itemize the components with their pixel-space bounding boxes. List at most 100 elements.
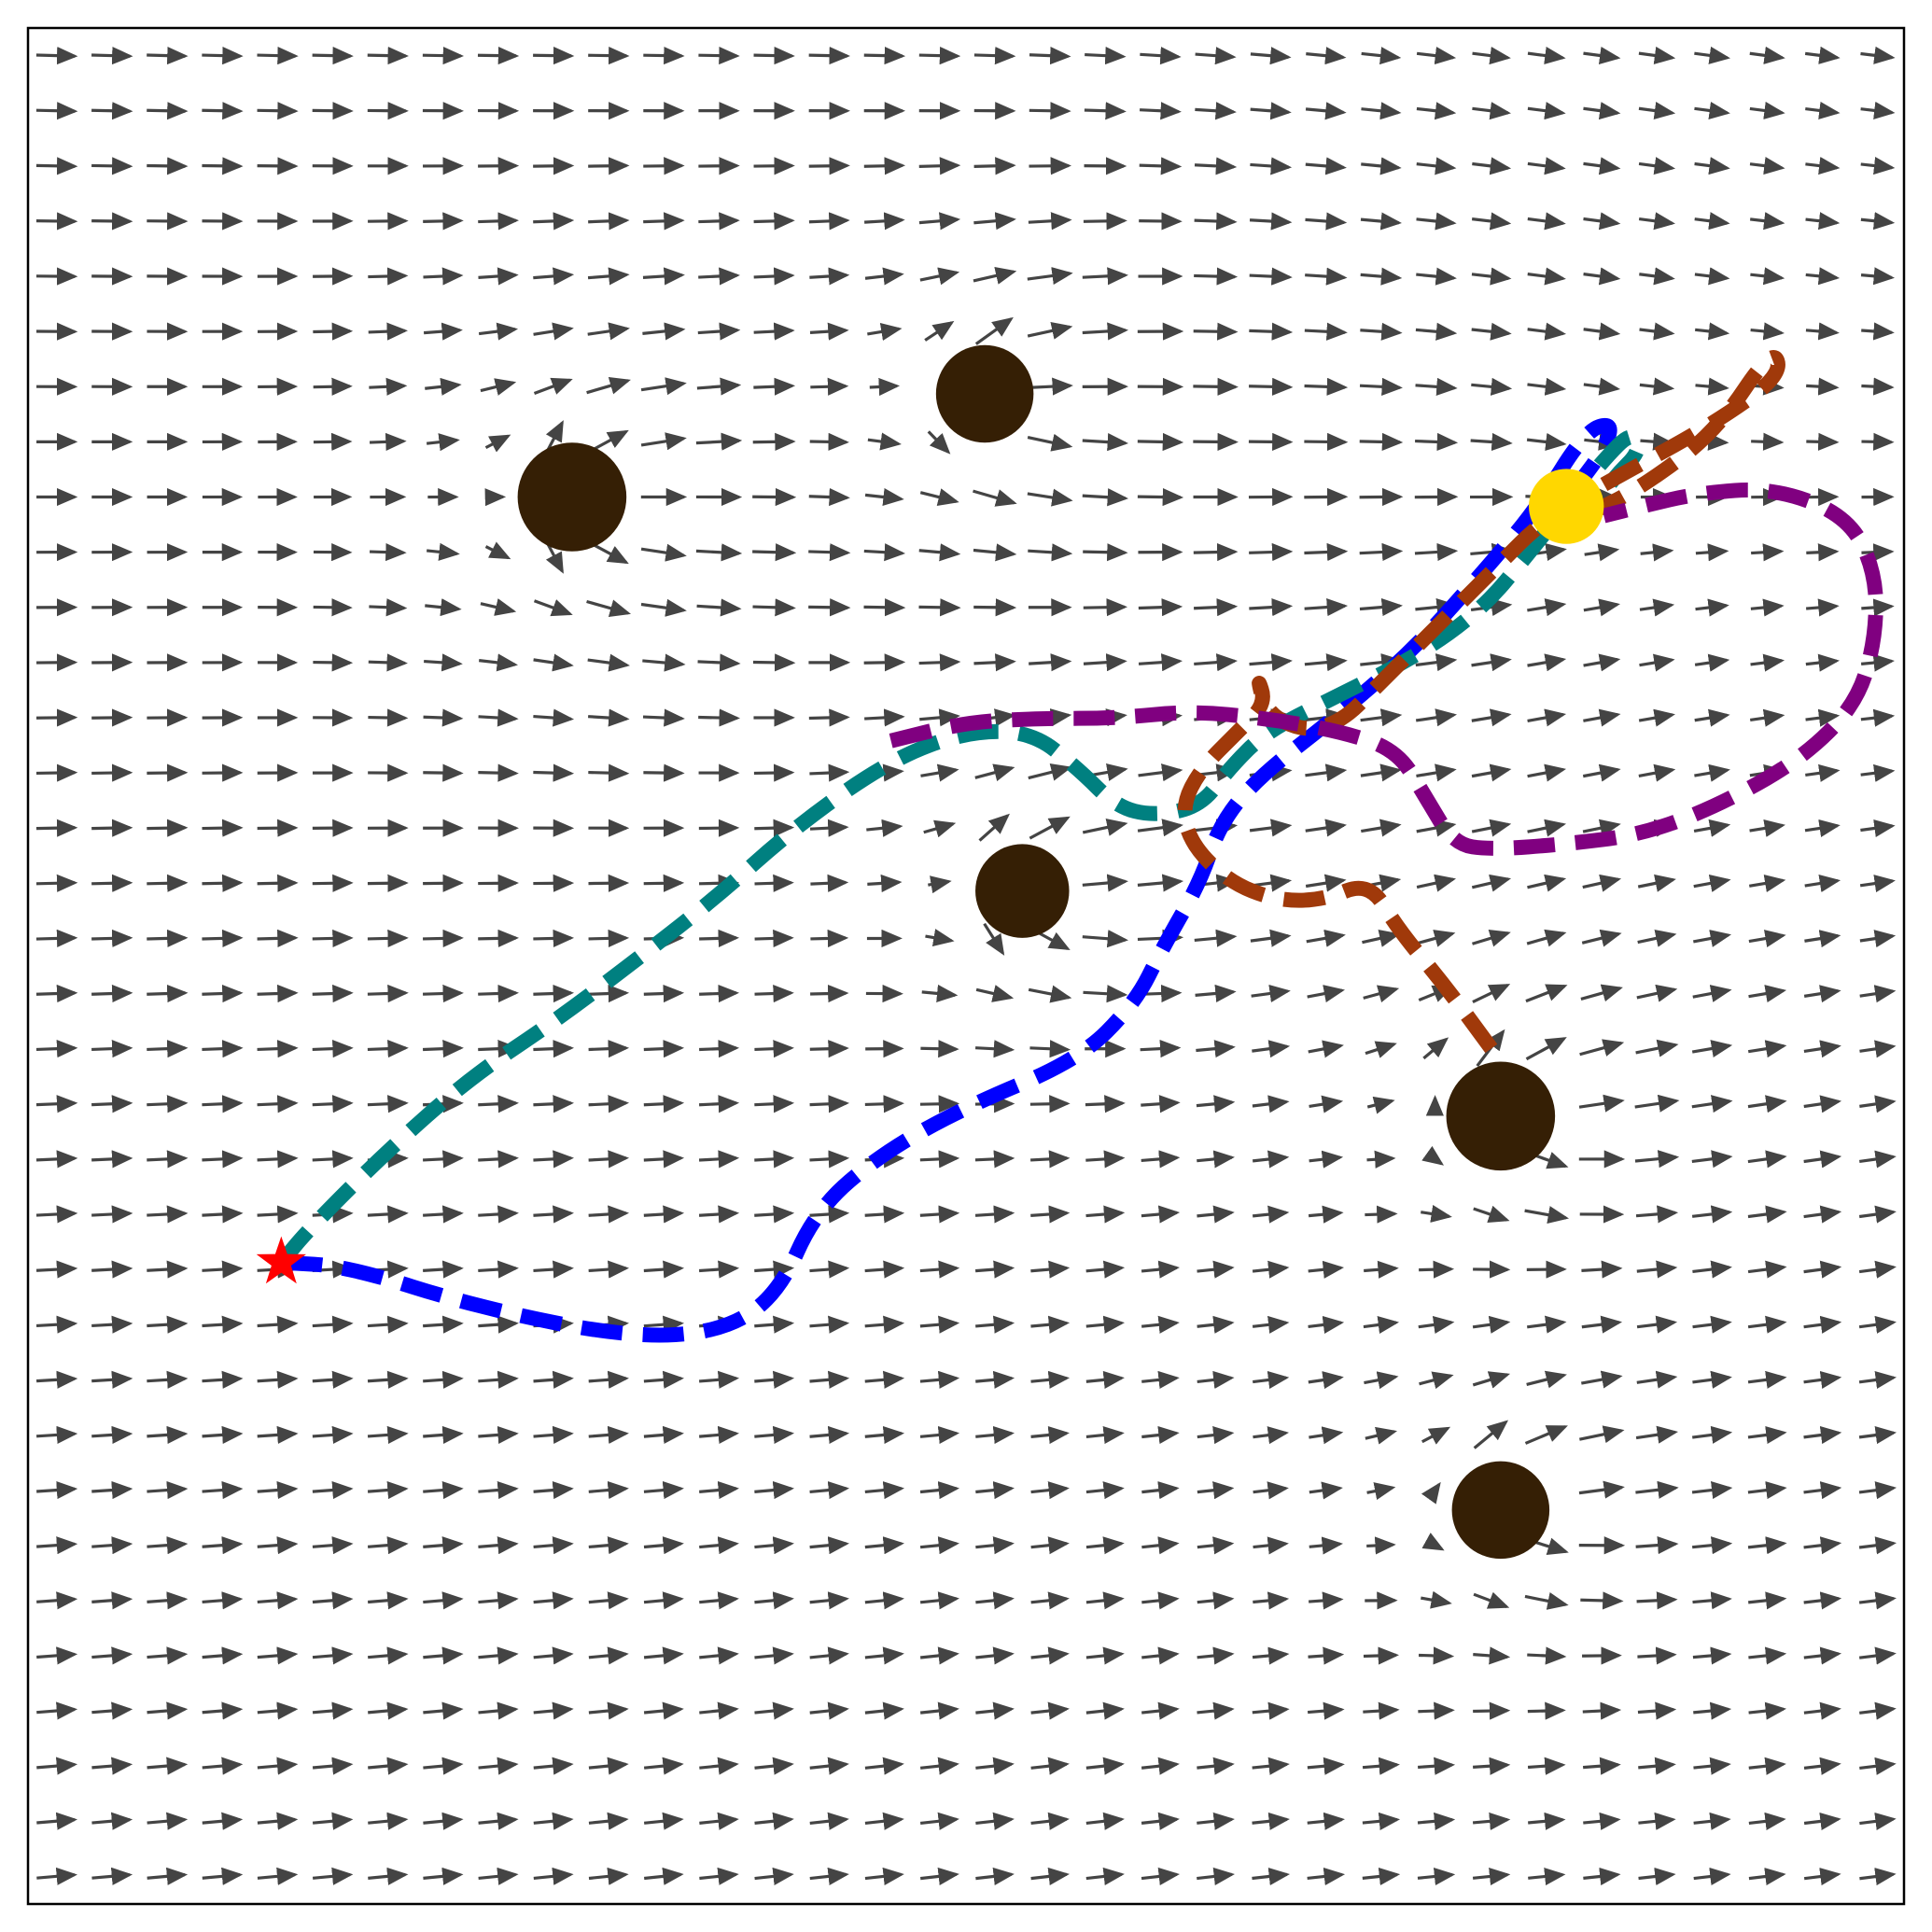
field-arrow [1197,1260,1235,1279]
field-arrow [35,708,78,727]
field-arrow [809,267,850,286]
field-arrow [643,1646,684,1665]
field-arrow [1141,1150,1181,1169]
field-arrow [1249,819,1293,837]
field-arrow [754,1425,795,1445]
field-arrow [1581,929,1622,947]
field-arrow [1860,46,1896,64]
field-arrow [809,1260,850,1279]
field-arrow [1693,819,1731,837]
field-arrow [533,212,575,231]
field-arrow [1028,763,1072,781]
field-arrow [35,1095,78,1113]
field-arrow [809,1481,850,1500]
field-arrow [1085,1425,1125,1445]
field-arrow [1252,1040,1291,1058]
field-arrow [1366,1482,1396,1501]
field-arrow [1748,930,1786,948]
field-arrow [312,1591,354,1610]
field-arrow [533,1646,574,1665]
field-arrow [1421,1145,1445,1166]
field-arrow [1636,1315,1678,1334]
field-arrow [1748,1757,1786,1775]
field-arrow [642,653,686,672]
field-arrow [1139,212,1183,231]
field-arrow [588,763,630,782]
trajectories [275,350,1883,1343]
field-arrow [1363,985,1400,1003]
field-arrow [91,47,133,65]
field-arrow [1747,1040,1787,1058]
field-arrow [1750,322,1785,341]
field-arrow [478,1260,519,1279]
field-arrow [367,1591,409,1610]
field-arrow [975,1812,1015,1830]
field-arrow [809,1150,850,1169]
field-arrow [1859,1812,1897,1830]
field-arrow [1197,1867,1235,1886]
field-arrow [1749,708,1785,727]
field-arrow [1580,984,1623,1002]
field-arrow [426,433,460,452]
field-arrow [1694,763,1730,782]
field-arrow [1634,1150,1680,1169]
field-arrow [1747,1150,1787,1169]
field-arrow [35,929,78,947]
field-arrow [754,1867,794,1885]
field-arrow [423,1701,464,1720]
field-arrow [257,1591,299,1610]
field-arrow [1638,212,1675,231]
field-arrow [864,1757,904,1775]
field-arrow [202,819,244,837]
field-arrow [1195,984,1237,1003]
field-arrow [973,543,1017,562]
field-arrow [1305,819,1347,837]
field-arrow [1583,1812,1621,1830]
field-arrow [1197,1205,1235,1224]
field-arrow [1137,819,1183,837]
field-arrow [1197,1536,1235,1555]
field-arrow [1747,1095,1787,1113]
field-arrow [1692,1536,1733,1555]
field-arrow [425,377,462,396]
field-arrow [202,1646,244,1665]
field-arrow [754,1205,795,1224]
field-arrow [1363,1315,1400,1334]
field-arrow [1803,1205,1842,1224]
field-arrow [1860,819,1896,837]
field-arrow [423,322,463,341]
field-arrow [91,1315,133,1334]
field-arrow [1362,1757,1400,1775]
field-arrow [1695,322,1730,341]
field-arrow [1309,1426,1344,1445]
field-arrow [533,1425,574,1445]
field-arrow [1141,1481,1180,1500]
field-arrow [695,432,743,451]
field-arrow [975,1646,1015,1665]
field-arrow [478,322,519,341]
field-arrow [1694,212,1730,231]
field-arrow [479,653,518,672]
field-arrow [588,1150,630,1169]
field-arrow [697,322,741,341]
field-arrow [919,1315,960,1334]
field-arrow [202,1591,244,1610]
field-arrow [1362,930,1401,947]
obstacle-3 [975,844,1070,938]
field-arrow [1470,432,1513,452]
field-arrow [864,1591,904,1610]
field-arrow [1250,47,1292,65]
field-arrow [1692,1591,1732,1610]
field-arrow [1082,322,1129,341]
field-arrow [1525,984,1568,1003]
field-arrow [1861,432,1895,451]
field-arrow [1639,653,1675,672]
field-arrow [478,1205,519,1224]
field-arrow [1858,1260,1897,1279]
field-arrow [1859,930,1897,948]
field-arrow [1029,47,1071,65]
field-arrow [1803,1040,1841,1058]
field-arrow [1194,212,1238,231]
field-arrow [1527,1701,1566,1720]
field-arrow [36,1646,78,1665]
